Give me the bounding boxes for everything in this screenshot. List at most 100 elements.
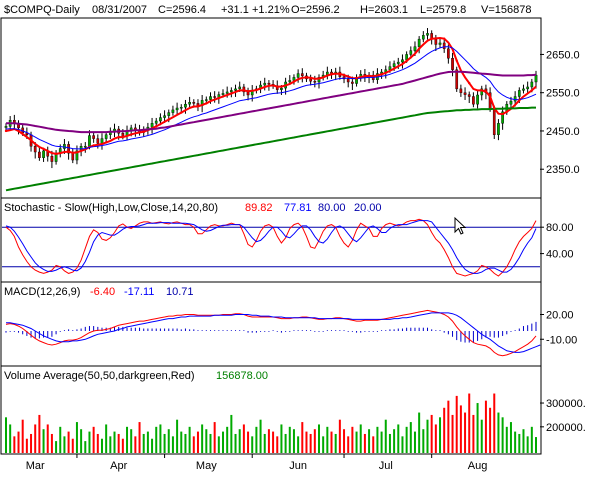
price-ma-marker: [455, 59, 458, 62]
price-candle: [463, 92, 467, 95]
macd-value: -6.40: [90, 286, 115, 298]
price-candle: [517, 90, 521, 97]
volume-bar: [134, 436, 137, 453]
stochastic-value-d: 77.81: [284, 202, 312, 214]
price-ma-marker: [155, 125, 158, 128]
volume-bar: [434, 424, 437, 453]
stochastic-panel-frame: [0, 197, 542, 283]
volume-bar: [88, 431, 91, 453]
price-ma-marker: [292, 80, 296, 83]
price-candle: [426, 33, 429, 36]
volume-bar: [447, 400, 450, 453]
price-candle: [513, 96, 517, 102]
volume-bar: [130, 429, 133, 453]
macd-panel-frame: [0, 281, 542, 367]
volume-bar: [171, 436, 174, 453]
price-candle: [104, 134, 108, 139]
volume-bar: [96, 433, 99, 453]
volume-bar: [351, 426, 354, 453]
price-candle: [42, 150, 45, 158]
volume-bar: [297, 436, 300, 453]
volume-bar: [55, 441, 58, 453]
volume-bar: [34, 424, 37, 453]
volume-bar: [292, 429, 295, 453]
volume-bar: [176, 419, 179, 453]
price-axis-tick-label: 2650.0: [546, 49, 580, 61]
volume-bar: [117, 433, 120, 453]
volume-bar: [526, 436, 529, 453]
price-candle: [71, 152, 75, 161]
price-candle: [467, 94, 471, 97]
price-candle: [4, 126, 8, 128]
price-candle: [451, 58, 454, 70]
price-ma-marker: [317, 77, 321, 80]
volume-axis-tick-label: 200000.: [546, 422, 586, 434]
price-candle: [530, 81, 534, 88]
volume-bar: [376, 426, 379, 453]
x-axis-month-label: Jun: [289, 460, 307, 472]
price-ma-marker: [92, 144, 95, 147]
price-ma-marker: [129, 133, 133, 136]
volume-bar: [151, 438, 154, 453]
volume-bar: [518, 433, 521, 453]
price-plot: [4, 28, 538, 192]
volume-bar: [359, 424, 362, 453]
price-candle: [50, 156, 54, 162]
volume-bar: [80, 429, 83, 453]
price-ma-marker: [67, 150, 70, 153]
price-candle: [438, 42, 442, 45]
price-candle: [167, 112, 171, 116]
volume-bar: [201, 424, 204, 453]
price-candle: [38, 151, 41, 158]
close-label: C=2596.4: [158, 4, 206, 16]
price-ma-marker: [468, 81, 471, 85]
price-candle: [209, 96, 212, 100]
price-ma-marker: [367, 74, 371, 78]
stochastic-title: Stochastic - Slow(High,Low,Close,14,20,8…: [4, 202, 382, 214]
price-candle: [175, 107, 179, 111]
volume-bar: [476, 403, 479, 453]
volume-bar: [247, 431, 250, 453]
price-candle: [246, 91, 250, 96]
volume-bar: [46, 424, 49, 453]
volume-title: Volume Average(50,50,darkgreen,Red) 1568…: [4, 370, 268, 382]
volume-bar: [209, 433, 212, 453]
price-candle: [263, 82, 267, 86]
volume-bar: [317, 424, 320, 453]
volume-bar: [50, 433, 53, 453]
volume-bar: [505, 426, 508, 453]
volume-bar: [67, 431, 70, 453]
price-ma-marker: [442, 37, 446, 40]
price-candle: [213, 96, 217, 98]
volume-bar: [509, 422, 512, 453]
price-candle: [221, 93, 225, 95]
x-axis-month-label: Aug: [468, 460, 488, 472]
price-candle: [159, 117, 162, 122]
date-label: 08/31/2007: [92, 4, 147, 16]
price-ma-marker: [480, 89, 483, 92]
volume-bar: [226, 426, 229, 453]
price-candle: [501, 111, 504, 124]
volume-title-text: Volume Average(50,50,darkgreen,Red): [4, 370, 195, 382]
volume-bar: [426, 419, 429, 453]
price-moving-average-line-2: [5, 46, 537, 150]
price-ma-marker: [205, 102, 208, 105]
price-candle: [497, 123, 500, 135]
volume-bar: [109, 436, 112, 453]
volume-bar: [522, 429, 525, 453]
volume-bar: [230, 414, 233, 453]
price-candle: [96, 138, 100, 144]
volume-bar: [501, 417, 504, 453]
volume-bar: [75, 422, 78, 453]
stochastic-axis-tick-label: 80.00: [546, 222, 574, 234]
price-candle: [288, 80, 292, 83]
volume-bar: [443, 407, 446, 453]
price-candle: [150, 123, 154, 128]
price-candle: [292, 77, 296, 81]
volume-bar: [355, 431, 358, 453]
volume-bar: [334, 433, 337, 453]
price-candle: [480, 88, 484, 96]
macd-title-text: MACD(12,26,9): [4, 286, 80, 298]
volume-bar: [535, 437, 537, 453]
volume-bar: [484, 400, 487, 453]
